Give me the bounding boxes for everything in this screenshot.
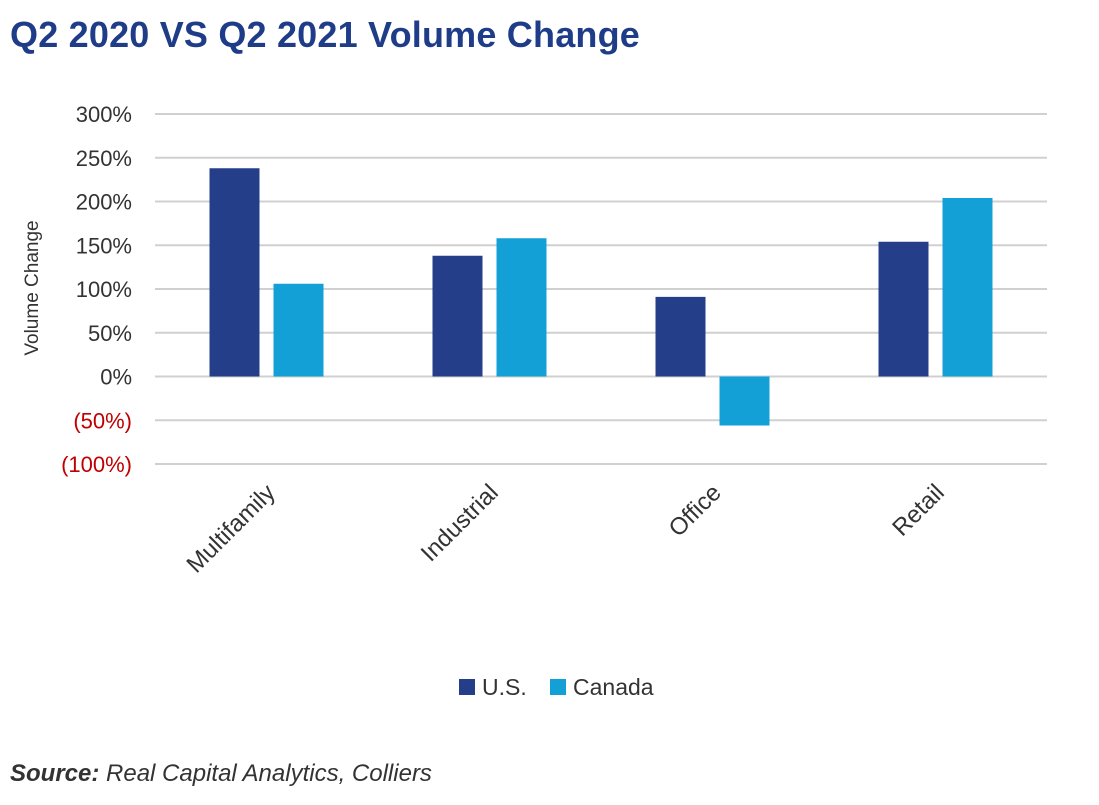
- y-tick-label: 150%: [76, 233, 132, 258]
- y-axis-label: Volume Change: [22, 220, 43, 355]
- legend-swatch: [459, 679, 475, 695]
- x-tick-label: Multifamily: [182, 479, 281, 578]
- bar-canada-multifamily: [273, 283, 324, 377]
- bar-us-retail: [878, 241, 929, 377]
- legend-label: Canada: [573, 674, 654, 700]
- y-tick-label: 200%: [76, 190, 132, 215]
- x-axis-ticks: Multifamily Industrial Office Retail: [182, 479, 950, 578]
- y-tick-label: 50%: [88, 321, 132, 346]
- bar-canada-industrial: [496, 238, 547, 377]
- source-text: Real Capital Analytics, Colliers: [106, 760, 432, 787]
- bar-canada-retail: [942, 198, 993, 377]
- chart-title: Q2 2020 VS Q2 2021 Volume Change: [10, 14, 641, 55]
- bar-us-office: [655, 296, 706, 377]
- legend: U.S. Canada: [459, 674, 654, 700]
- legend-label: U.S.: [482, 674, 527, 700]
- y-tick-label: 100%: [76, 277, 132, 302]
- bar-us-industrial: [432, 255, 483, 377]
- y-axis-ticks: 300% 250% 200% 150% 100% 50% 0% (50%) (100%): [61, 102, 132, 477]
- y-tick-label: (100%): [61, 452, 132, 477]
- bars: [209, 168, 993, 426]
- x-tick-label: Industrial: [416, 479, 504, 567]
- legend-swatch: [550, 679, 566, 695]
- y-tick-label: 0%: [100, 365, 132, 390]
- y-tick-label: 300%: [76, 102, 132, 127]
- y-tick-label: (50%): [73, 408, 132, 433]
- x-tick-label: Office: [664, 479, 727, 542]
- bar-canada-office: [719, 376, 770, 426]
- x-tick-label: Retail: [887, 479, 949, 541]
- source-note: Source: Real Capital Analytics, Colliers: [10, 760, 432, 788]
- bar-us-multifamily: [209, 168, 260, 377]
- y-tick-label: 250%: [76, 146, 132, 171]
- source-label: Source:: [10, 760, 100, 787]
